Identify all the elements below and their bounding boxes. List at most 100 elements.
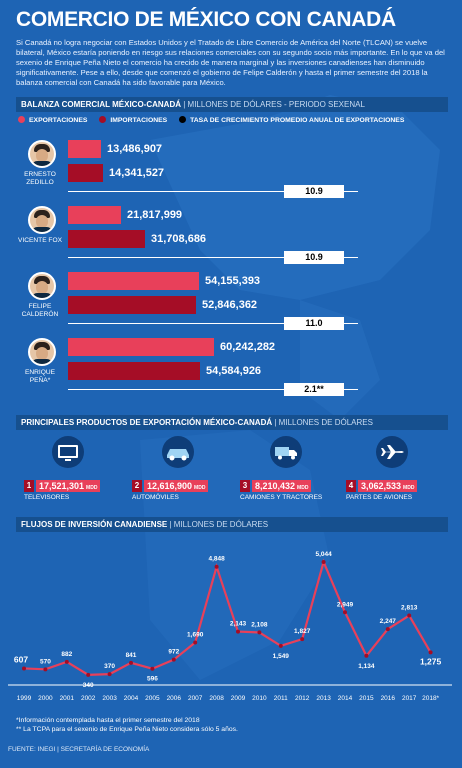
footnote-2: ** La TCPA para el sexenio de Enrique Pe…: [16, 726, 238, 733]
legend-rate: TASA DE CRECIMIENTO PROMEDIO ANUAL DE EX…: [179, 116, 404, 124]
investment-header-title: FLUJOS DE INVERSIÓN CANADIENSE: [21, 520, 168, 529]
page-title: COMERCIO DE MÉXICO CON CANADÁ: [16, 8, 396, 31]
data-point: [86, 672, 91, 677]
products-header-unit: | MILLONES DE DÓLARES: [274, 418, 373, 427]
data-value-label: 1,549: [273, 653, 290, 660]
import-bar: [68, 296, 196, 314]
product-value-unit: MDD: [297, 485, 309, 491]
import-value-label: 54,584,926: [206, 365, 262, 377]
x-tick-label: 2017: [402, 695, 417, 702]
product-rank: 1: [24, 480, 34, 492]
data-point: [407, 613, 412, 618]
product-value-number: 17,521,301: [39, 481, 85, 491]
product-name: CAMIONES Y TRACTORES: [240, 494, 323, 501]
rate-line: [68, 323, 358, 324]
legend-rate-swatch: [179, 116, 187, 123]
x-tick-label: 2011: [274, 695, 288, 702]
growth-rate-badge: 11.0: [284, 317, 344, 330]
x-tick-label: 2010: [252, 695, 267, 702]
president-photo: [28, 272, 56, 300]
data-value-label: 340: [83, 682, 94, 689]
x-tick-label: 2016: [381, 695, 396, 702]
data-value-label: 1,827: [294, 628, 311, 635]
data-point: [214, 564, 219, 569]
import-bar: [68, 362, 200, 380]
rate-line: [68, 191, 358, 192]
legend-imports: IMPORTACIONES: [99, 116, 167, 124]
source-text: FUENTE: INEGI | SECRETARÍA DE ECONOMÍA: [8, 746, 150, 753]
products-header: PRINCIPALES PRODUCTOS DE EXPORTACIÓN MÉX…: [16, 415, 448, 430]
investment-series-line: [23, 558, 432, 676]
product-value: 8,210,432 MDD: [252, 480, 312, 492]
import-value-label: 14,341,527: [109, 167, 165, 179]
president-name: VICENTE FOX: [18, 237, 62, 244]
data-value-label: 882: [61, 651, 72, 658]
product-rank: 3: [240, 480, 250, 492]
data-point: [278, 643, 283, 648]
footnotes: *Información contemplada hasta el primer…: [16, 716, 238, 734]
president-photo: [28, 140, 56, 168]
x-tick-label: 2015: [359, 695, 374, 702]
car-icon: [162, 436, 194, 468]
product-name: TELEVISORES: [24, 494, 70, 501]
growth-rate-badge: 10.9: [284, 251, 344, 264]
x-tick-label: 2009: [231, 695, 246, 702]
data-value-label: 841: [126, 652, 137, 659]
investment-header-unit: | MILLONES DE DÓLARES: [169, 520, 269, 529]
x-tick-label: 1999: [17, 695, 32, 702]
x-tick-label: 2002: [81, 695, 96, 702]
x-tick-label: 2018*: [422, 695, 439, 702]
product-value-unit: MDD: [194, 485, 206, 491]
balance-header: BALANZA COMERCIAL MÉXICO-CANADÁ | MILLON…: [16, 97, 448, 112]
legend-exports: EXPORTACIONES: [18, 116, 87, 124]
x-tick-label: 2001: [60, 695, 75, 702]
rate-line: [68, 389, 358, 390]
balance-legend: EXPORTACIONES IMPORTACIONES TASA DE CREC…: [18, 116, 414, 124]
growth-rate-badge: 10.9: [284, 185, 344, 198]
product-rank: 2: [132, 480, 142, 492]
balance-header-title: BALANZA COMERCIAL MÉXICO-CANADÁ: [21, 100, 181, 109]
export-value-label: 21,817,999: [127, 209, 183, 221]
growth-rate-badge: 2.1**: [284, 383, 344, 396]
product-value-number: 12,616,900: [147, 481, 193, 491]
data-value-label: 972: [168, 649, 179, 656]
data-value-label: 2,108: [251, 621, 268, 628]
president-name: ERNESTO ZEDILLO: [24, 171, 56, 186]
president-photo: [28, 206, 56, 234]
data-point: [22, 666, 26, 671]
export-value-label: 54,155,393: [205, 275, 261, 287]
data-value-label: 1,275: [420, 656, 442, 666]
television-icon: [52, 436, 84, 468]
data-value-label: 2,143: [230, 621, 247, 628]
data-value-label: 607: [14, 654, 28, 664]
import-value-label: 52,846,362: [202, 299, 258, 311]
data-point: [257, 630, 262, 635]
data-value-label: 370: [104, 663, 115, 670]
intro-text: Si Canadá no logra negociar con Estados …: [16, 38, 445, 87]
x-tick-label: 2008: [209, 695, 224, 702]
footnote-1: *Información contemplada hasta el primer…: [16, 717, 200, 724]
data-point: [236, 629, 240, 634]
data-value-label: 1,690: [187, 631, 204, 638]
data-point: [428, 650, 433, 655]
product-value: 17,521,301 MDD: [36, 480, 101, 492]
product-value: 12,616,900 MDD: [144, 480, 209, 492]
export-bar: [68, 338, 214, 356]
x-tick-label: 2000: [38, 695, 53, 702]
data-point: [343, 610, 347, 615]
airplane-icon: [376, 436, 408, 468]
data-point: [64, 659, 69, 664]
president-name: ENRIQUE PEÑA*: [24, 369, 56, 384]
rate-line: [68, 257, 358, 258]
data-value-label: 570: [40, 658, 51, 665]
export-bar: [68, 140, 101, 158]
investment-line-chart: 1999 607 2000 570 2001 882 2002 340 2003 370 2004 8…: [8, 551, 452, 702]
data-point: [193, 640, 198, 645]
x-tick-label: 2005: [145, 695, 160, 702]
data-point: [364, 653, 369, 658]
data-value-label: 2,247: [380, 618, 397, 625]
product-value-number: 3,062,533: [361, 481, 402, 491]
data-value-label: 2,949: [337, 601, 354, 608]
data-point: [300, 637, 305, 642]
